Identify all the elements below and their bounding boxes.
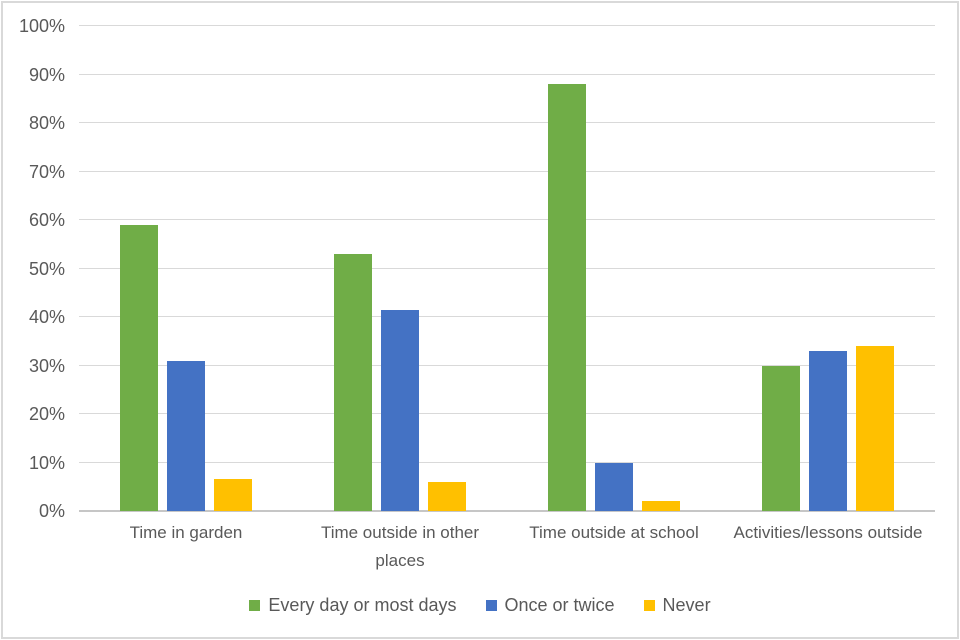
bar-groups — [79, 26, 935, 511]
legend-swatch-icon — [643, 599, 655, 611]
legend: Every day or most days Once or twice Never — [3, 595, 957, 615]
y-tick-label-20: 20% — [28, 404, 65, 424]
gridline-80 — [79, 122, 935, 123]
x-category-label-2: Time outside in other places — [320, 523, 480, 570]
y-tick-label-30: 30% — [28, 355, 65, 376]
bar — [809, 350, 847, 511]
legend-item: Once or twice — [485, 595, 615, 615]
gridline-60 — [79, 219, 935, 220]
legend-item: Never — [643, 595, 711, 615]
y-tick-label-50: 50% — [28, 258, 65, 279]
gridline-100 — [79, 25, 935, 26]
gridline-30 — [79, 364, 935, 366]
y-tick-label-90: 90% — [28, 64, 65, 85]
bar — [381, 309, 419, 511]
legend-swatch-icon — [485, 599, 497, 611]
gridline-20 — [79, 413, 935, 414]
bar-group-2 — [293, 26, 507, 511]
bar — [762, 365, 800, 511]
x-category-label-4: Activities/lessons outside — [733, 523, 923, 542]
bar — [856, 346, 894, 511]
bar — [167, 360, 205, 511]
y-tick-label-0: 0% — [38, 501, 65, 521]
legend-label: Once or twice — [504, 595, 615, 615]
bar — [214, 479, 252, 511]
bar — [120, 224, 158, 511]
bar — [595, 462, 633, 511]
plot-area — [79, 25, 935, 512]
legend-label: Never — [662, 595, 711, 615]
bar — [428, 481, 466, 511]
legend-item: Every day or most days — [249, 595, 457, 615]
gridline-10 — [79, 461, 935, 463]
bar — [334, 253, 372, 511]
y-tick-label-70: 70% — [28, 161, 65, 182]
bar-group-1 — [79, 26, 293, 511]
y-tick-label-10: 10% — [28, 452, 65, 473]
bar-group-3 — [507, 26, 721, 511]
gridline-40 — [79, 316, 935, 317]
x-category-label-1: Time in garden — [129, 523, 243, 542]
bar — [642, 501, 680, 511]
y-tick-label-60: 60% — [28, 210, 65, 230]
x-axis-category-labels: Time in garden Time outside in other plac… — [79, 519, 935, 575]
y-axis-tick-labels: 0% 10% 20% 30% 40% 50% 60% 70% 80% 90% 100% — [3, 17, 65, 520]
gridlines — [79, 25, 935, 512]
legend-swatch-icon — [249, 599, 261, 611]
y-tick-label-100: 100% — [18, 16, 65, 36]
bar — [548, 84, 586, 511]
bar-group-4 — [721, 26, 935, 511]
x-category-label-3: Time outside at school — [529, 523, 699, 542]
gridline-90 — [79, 73, 935, 75]
gridline-50 — [79, 267, 935, 269]
y-tick-label-80: 80% — [28, 113, 65, 133]
y-tick-label-40: 40% — [28, 307, 65, 327]
x-axis-line — [79, 510, 935, 512]
legend-label: Every day or most days — [268, 595, 457, 615]
gridline-70 — [79, 170, 935, 172]
